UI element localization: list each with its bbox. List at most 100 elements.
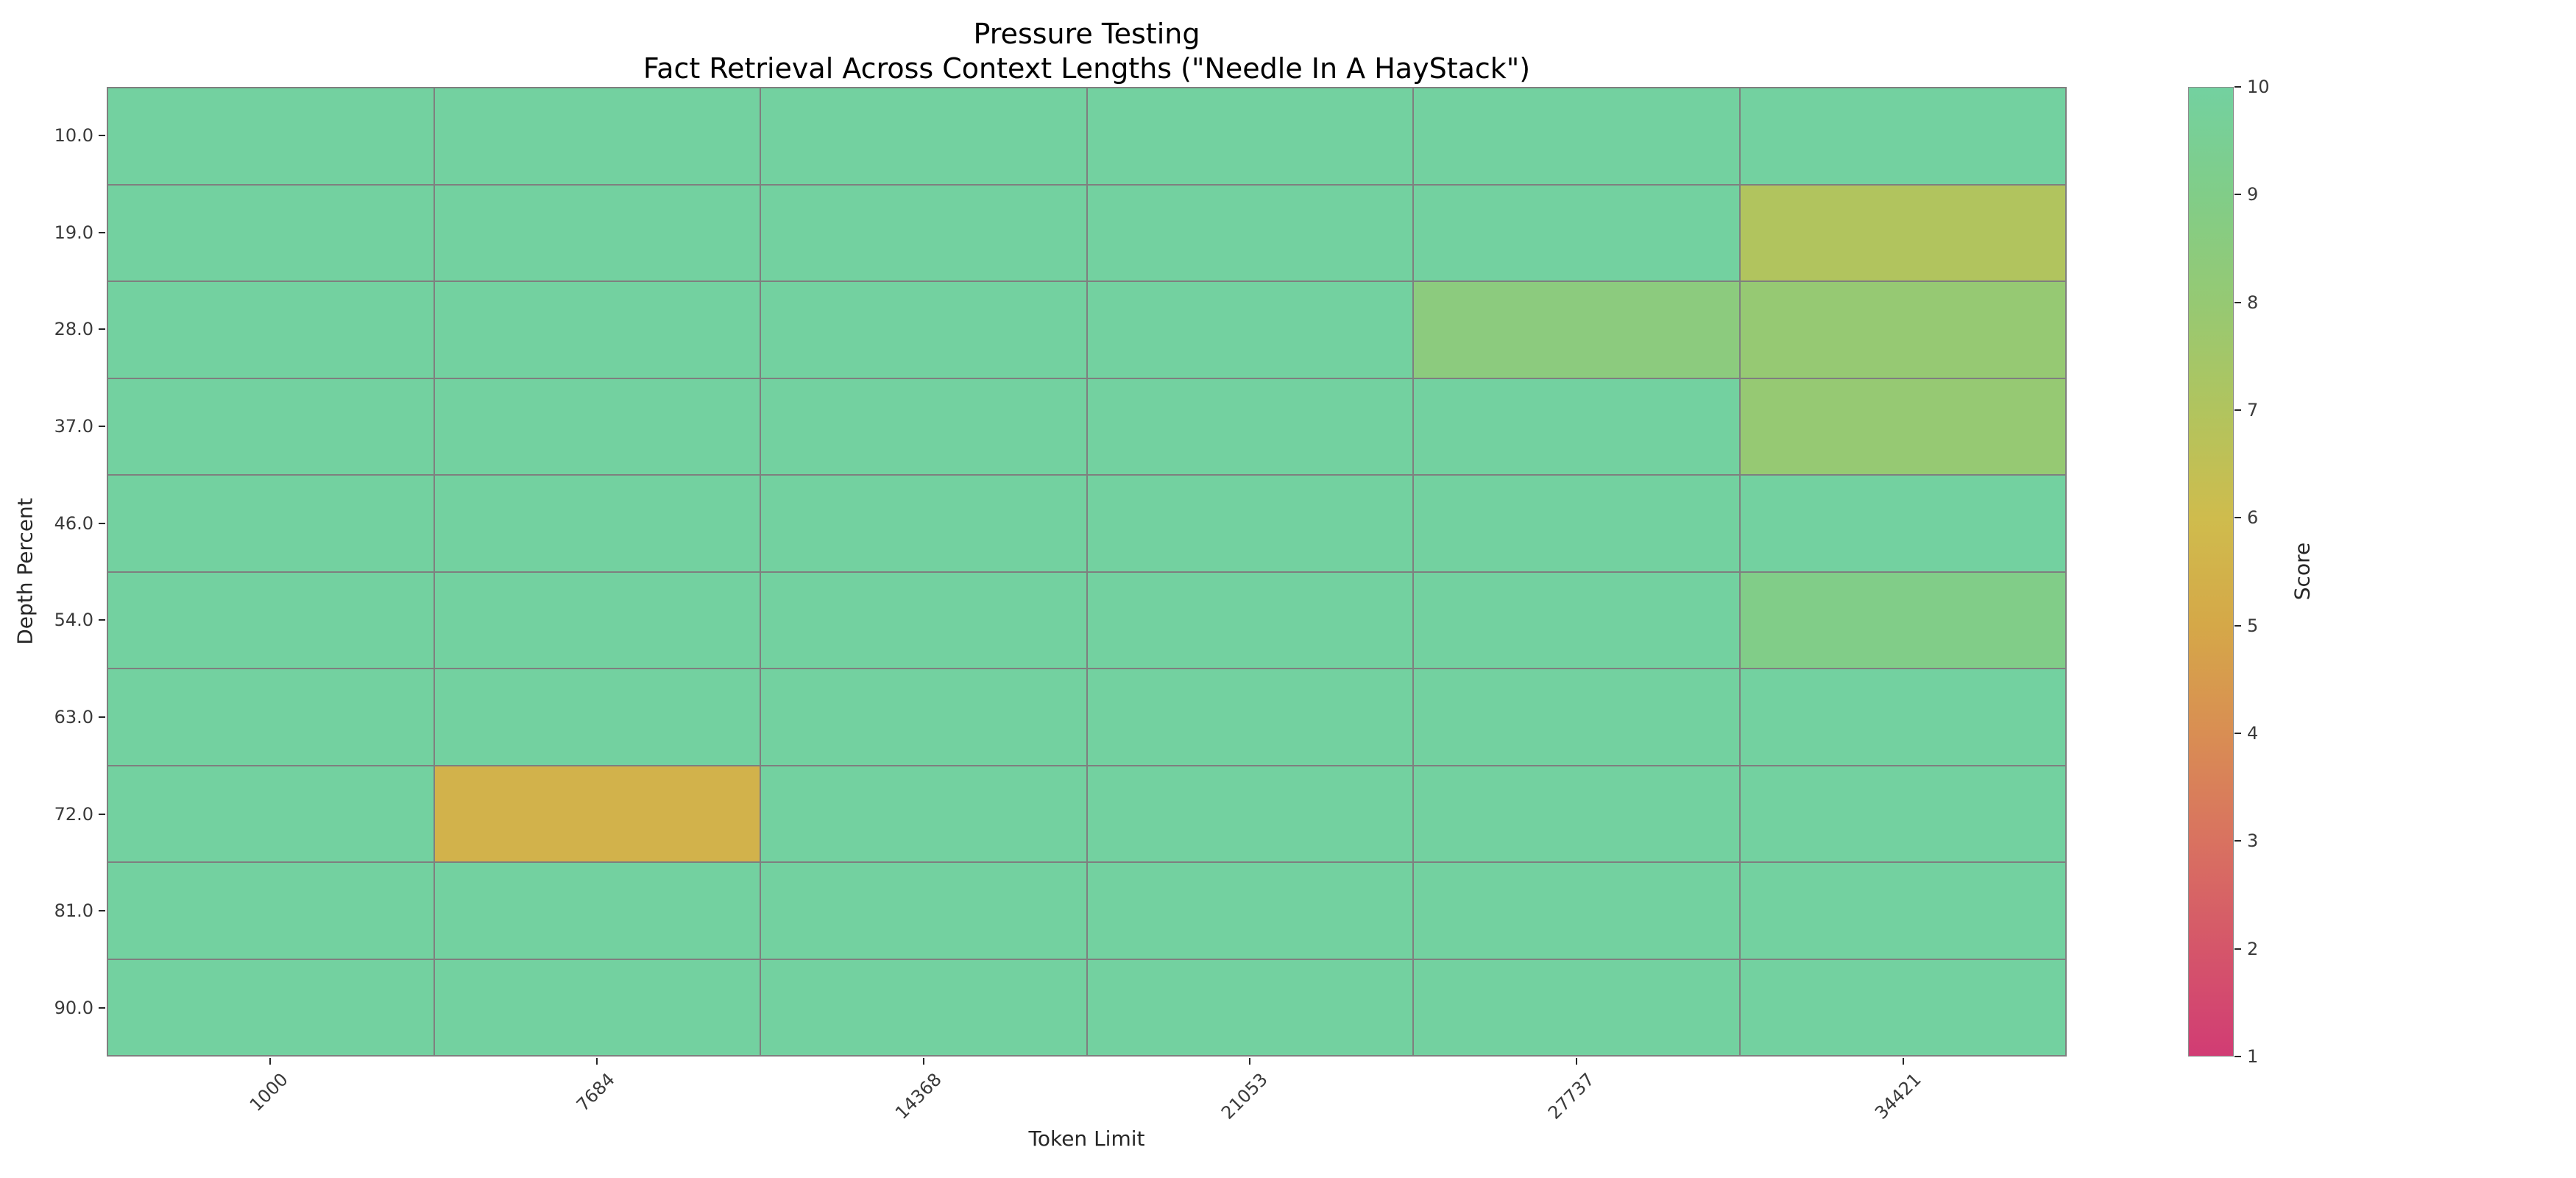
y-tick-label: 37.0 bbox=[54, 415, 93, 437]
colorbar-tick-label: 8 bbox=[2247, 292, 2259, 313]
colorbar-tick-label: 3 bbox=[2247, 830, 2259, 852]
colorbar bbox=[2188, 87, 2234, 1057]
y-tick-label: 90.0 bbox=[54, 998, 93, 1019]
heatmap-cell bbox=[1414, 669, 1739, 765]
y-tick-label: 81.0 bbox=[54, 900, 93, 922]
heatmap-cell bbox=[761, 766, 1086, 861]
colorbar-tick-label: 7 bbox=[2247, 400, 2259, 420]
heatmap-cell bbox=[761, 282, 1086, 378]
heatmap-cell bbox=[434, 88, 760, 184]
colorbar-tick-mark bbox=[2234, 86, 2241, 88]
x-axis-label: Token Limit bbox=[1028, 1126, 1145, 1151]
heatmap-cell bbox=[434, 476, 760, 571]
x-tick-mark bbox=[1249, 1058, 1251, 1065]
colorbar-tick-label: 9 bbox=[2247, 184, 2259, 205]
heatmap-cell bbox=[1414, 959, 1739, 1055]
x-tick-label: 14368 bbox=[891, 1069, 946, 1124]
heatmap-cell bbox=[1740, 959, 2065, 1055]
heatmap-cell bbox=[761, 669, 1086, 765]
colorbar-tick-label: 2 bbox=[2247, 938, 2259, 959]
heatmap-cell bbox=[1414, 572, 1739, 668]
heatmap-cell bbox=[108, 476, 434, 571]
heatmap-cell bbox=[1087, 378, 1412, 474]
heatmap-cell bbox=[108, 185, 434, 281]
colorbar-tick-label: 10 bbox=[2247, 77, 2270, 97]
heatmap-cell bbox=[108, 863, 434, 959]
y-tick-label: 10.0 bbox=[54, 124, 93, 146]
heatmap-cell bbox=[761, 185, 1086, 281]
y-tick-label: 63.0 bbox=[54, 707, 93, 728]
heatmap-cell bbox=[1740, 88, 2065, 184]
x-tick-label: 34421 bbox=[1871, 1069, 1925, 1124]
chart-title-block: Pressure Testing Fact Retrieval Across C… bbox=[107, 17, 2067, 86]
heatmap-cell bbox=[1087, 669, 1412, 765]
heatmap-cell bbox=[434, 282, 760, 378]
heatmap-cell bbox=[1414, 282, 1739, 378]
heatmap-cell bbox=[434, 669, 760, 765]
heatmap-cell bbox=[108, 88, 434, 184]
y-tick-mark bbox=[99, 813, 105, 815]
heatmap-cell bbox=[434, 959, 760, 1055]
heatmap-cell bbox=[108, 669, 434, 765]
heatmap-cell bbox=[108, 378, 434, 474]
heatmap-cell bbox=[1740, 863, 2065, 959]
heatmap-cell bbox=[761, 572, 1086, 668]
y-tick-label: 72.0 bbox=[54, 803, 93, 825]
heatmap-cell bbox=[434, 863, 760, 959]
colorbar-tick-mark bbox=[2234, 733, 2241, 734]
colorbar-tick-mark bbox=[2234, 624, 2241, 627]
heatmap-cell bbox=[1087, 282, 1412, 378]
heatmap-cell bbox=[1740, 476, 2065, 571]
heatmap-cell bbox=[761, 959, 1086, 1055]
heatmap-cell bbox=[1414, 863, 1739, 959]
heatmap-cell bbox=[108, 959, 434, 1055]
heatmap-cell bbox=[108, 282, 434, 378]
heatmap-cell bbox=[434, 185, 760, 281]
y-tick-label: 19.0 bbox=[54, 222, 93, 243]
y-tick-mark bbox=[99, 328, 105, 331]
heatmap-cell bbox=[1740, 572, 2065, 668]
y-tick-mark bbox=[99, 522, 105, 524]
heatmap-cell bbox=[1087, 88, 1412, 184]
heatmap-cell bbox=[434, 572, 760, 668]
heatmap-cell bbox=[1087, 185, 1412, 281]
y-tick-mark bbox=[99, 716, 105, 719]
heatmap-cell bbox=[434, 766, 760, 861]
y-tick-mark bbox=[99, 134, 105, 136]
heatmap-cell bbox=[761, 863, 1086, 959]
heatmap-cell bbox=[1414, 378, 1739, 474]
y-tick-mark bbox=[99, 425, 105, 427]
heatmap-cell bbox=[1740, 378, 2065, 474]
heatmap-cell bbox=[1087, 766, 1412, 861]
chart-title: Pressure Testing bbox=[973, 18, 1200, 50]
colorbar-tick-mark bbox=[2234, 194, 2241, 196]
y-tick-label: 28.0 bbox=[54, 319, 93, 340]
heatmap-grid bbox=[107, 87, 2067, 1057]
colorbar-tick-label: 5 bbox=[2247, 615, 2259, 636]
colorbar-label: Score bbox=[2290, 542, 2315, 601]
colorbar-tick-mark bbox=[2234, 409, 2241, 411]
y-tick-label: 46.0 bbox=[54, 512, 93, 534]
heatmap-cell bbox=[1087, 572, 1412, 668]
y-tick-label: 54.0 bbox=[54, 610, 93, 631]
y-tick-mark bbox=[99, 231, 105, 233]
x-tick-mark bbox=[1576, 1058, 1578, 1065]
y-tick-mark bbox=[99, 1007, 105, 1009]
heatmap-cell bbox=[434, 378, 760, 474]
y-tick-mark bbox=[99, 619, 105, 621]
x-tick-mark bbox=[1903, 1058, 1905, 1065]
x-tick-mark bbox=[269, 1058, 271, 1065]
colorbar-tick-mark bbox=[2234, 517, 2241, 519]
y-tick-mark bbox=[99, 910, 105, 912]
colorbar-tick-mark bbox=[2234, 1056, 2241, 1057]
heatmap-cell bbox=[761, 378, 1086, 474]
heatmap-cell bbox=[1414, 185, 1739, 281]
colorbar-tick-mark bbox=[2234, 840, 2241, 842]
x-tick-label: 7684 bbox=[572, 1069, 619, 1115]
heatmap-cell bbox=[1414, 476, 1739, 571]
x-tick-mark bbox=[922, 1058, 924, 1065]
x-tick-mark bbox=[595, 1058, 598, 1065]
x-tick-label: 1000 bbox=[245, 1069, 292, 1115]
heatmap-cell bbox=[1087, 863, 1412, 959]
